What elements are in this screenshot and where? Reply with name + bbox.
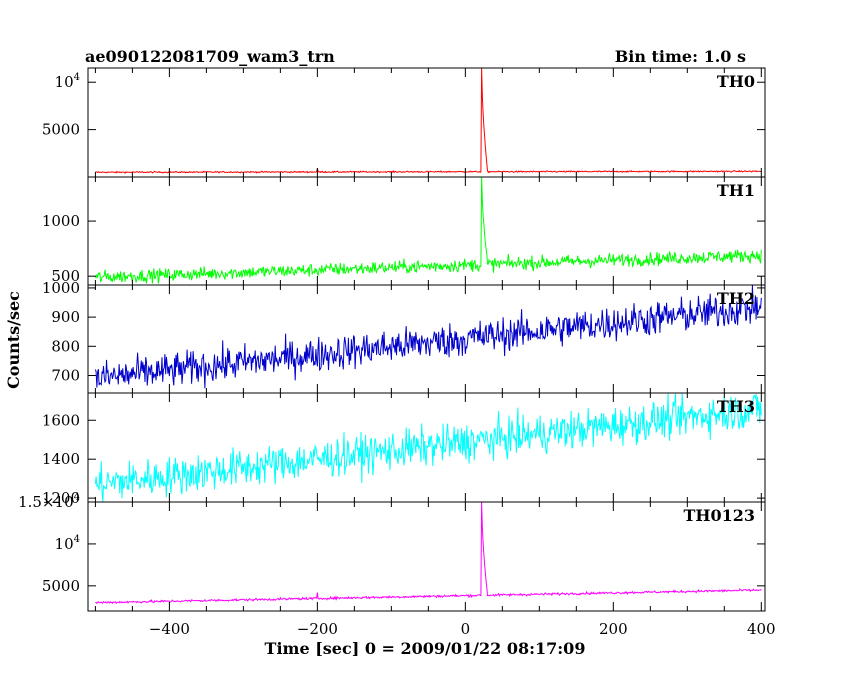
y-axis-label: Counts/sec: [4, 291, 23, 389]
panel-frame: [87, 501, 766, 612]
x-tick-label: 0: [461, 620, 471, 638]
y-tick-label: 1000: [42, 212, 80, 230]
panel-label-th0123: TH0123: [683, 506, 755, 525]
y-tick-label: 800: [51, 337, 80, 355]
y-tick-label: 900: [51, 308, 80, 326]
y-tick-label: 1.5×104: [18, 492, 80, 511]
panel-label-th0: TH0: [717, 72, 755, 91]
x-tick-label: 200: [599, 620, 628, 638]
bin-time-label: Bin time: 1.0 s: [615, 47, 746, 66]
x-axis-label: Time [sec] 0 = 2009/01/22 08:17:09: [265, 639, 586, 658]
y-tick-label: 700: [51, 366, 80, 384]
panel-frame: [87, 176, 766, 286]
panel-th0: 5000 104 TH0: [42, 67, 766, 178]
x-axis-ticks: −400 −200 0 200 400: [149, 620, 776, 638]
y-tick-label: 1400: [42, 450, 80, 468]
panel-frame: [87, 67, 766, 178]
panel-label-th2: TH2: [717, 289, 755, 308]
panel-label-th1: TH1: [717, 181, 755, 200]
y-tick-label: 1600: [42, 411, 80, 429]
series-line-th0: [95, 67, 762, 174]
y-tick-label: 1200: [42, 489, 80, 507]
y-tick-label: 1000: [42, 279, 80, 297]
series-line-th1: [94, 176, 762, 284]
panel-th1: 500 1000 TH1: [42, 176, 766, 286]
series-line-th0123: [95, 501, 762, 605]
x-tick-label: 400: [747, 620, 776, 638]
panel-th3: 1200 1400 1600 TH3: [42, 392, 766, 507]
series-line-th3: [94, 392, 762, 502]
panel-th0123: 5000 104 1.5×104 TH0123: [18, 492, 766, 612]
y-tick-label: 500: [51, 267, 80, 285]
panel-label-th3: TH3: [717, 397, 755, 416]
panel-th2: 700 800 900 1000 TH2: [42, 279, 766, 394]
y-tick-label: 5000: [42, 121, 80, 139]
y-tick-label: 104: [55, 72, 80, 91]
y-tick-label: 104: [55, 534, 80, 553]
y-tick-label: 5000: [42, 577, 80, 595]
chart-title: ae090122081709_wam3_trn: [85, 47, 335, 66]
series-line-th2: [94, 285, 762, 389]
x-tick-label: −400: [149, 620, 190, 638]
x-tick-label: −200: [297, 620, 338, 638]
